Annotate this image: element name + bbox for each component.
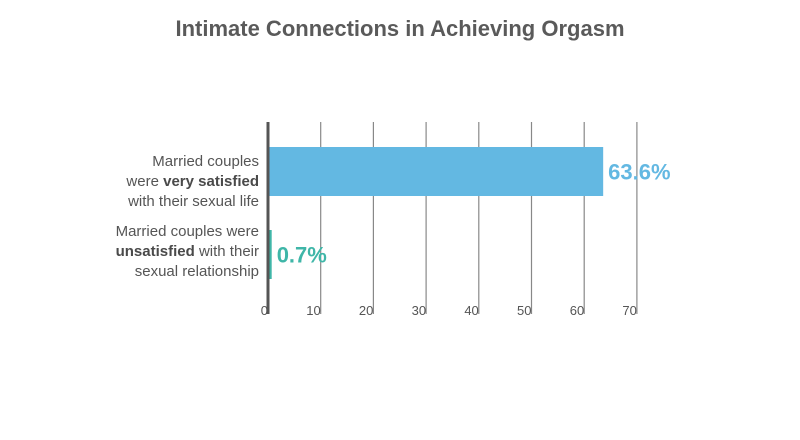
category-label-text: with their <box>194 243 259 260</box>
x-tick-label: 20 <box>359 303 373 318</box>
data-label-1: 0.7% <box>277 243 327 268</box>
bar-0 <box>268 147 604 196</box>
data-label-0: 63.6% <box>608 160 670 185</box>
category-label-text: with their sexual life <box>128 193 259 210</box>
x-tick-label: 60 <box>570 303 584 318</box>
x-tick-label: 0 <box>261 303 268 318</box>
category-label-emphasis: very satisfied <box>163 173 259 190</box>
bar-1 <box>268 230 272 279</box>
x-tick-label: 40 <box>464 303 478 318</box>
x-tick-label: 10 <box>306 303 320 318</box>
category-label-text: were <box>126 173 164 190</box>
x-tick-label: 70 <box>622 303 636 318</box>
chart-title: Intimate Connections in Achieving Orgasm <box>175 16 625 41</box>
category-label-text: Married couples were <box>115 223 259 240</box>
category-label-unsatisfied: Married couples were unsatisfied with the… <box>9 222 259 282</box>
x-tick-label: 50 <box>517 303 531 318</box>
x-tick-label: 30 <box>412 303 426 318</box>
category-label-text: sexual relationship <box>134 263 259 280</box>
category-label-very-satisfied: Married couples were very satisfied with t… <box>9 152 259 212</box>
category-label-emphasis: unsatisfied <box>115 243 195 260</box>
category-label-text: Married couples <box>152 153 259 170</box>
